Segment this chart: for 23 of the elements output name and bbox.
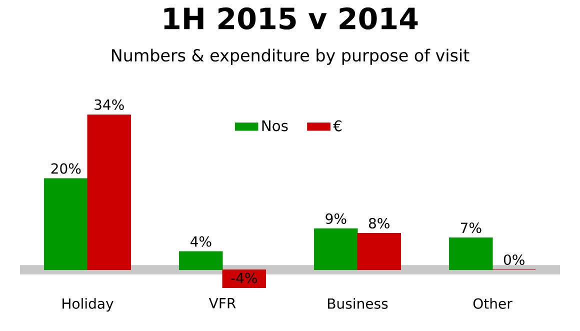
x-tick-label: VFR: [208, 298, 236, 308]
data-label: 8%: [368, 218, 390, 229]
data-label: 9%: [326, 214, 346, 224]
data-label: 7%: [460, 222, 482, 234]
bar: [179, 251, 223, 270]
bar: [314, 228, 358, 270]
bar: [44, 178, 88, 270]
data-label: -4%: [231, 272, 257, 284]
data-label: 4%: [190, 236, 212, 247]
bar: [222, 270, 266, 288]
legend-label: €: [333, 120, 342, 132]
chart-subtitle: Numbers & expenditure by purpose of visit: [112, 48, 470, 66]
data-label: 34%: [94, 100, 124, 110]
data-label: 20%: [51, 163, 81, 174]
bar: [87, 114, 131, 270]
x-tick-label: Other: [473, 298, 512, 310]
legend-label: Nos: [262, 120, 288, 132]
bar: [357, 233, 401, 270]
x-tick-label: Business: [328, 298, 388, 310]
x-tick-label: Holiday: [62, 298, 114, 312]
data-label: 0%: [504, 254, 524, 266]
chart-title: 1H 2015 v 2014: [164, 8, 418, 30]
bar: [449, 238, 493, 270]
